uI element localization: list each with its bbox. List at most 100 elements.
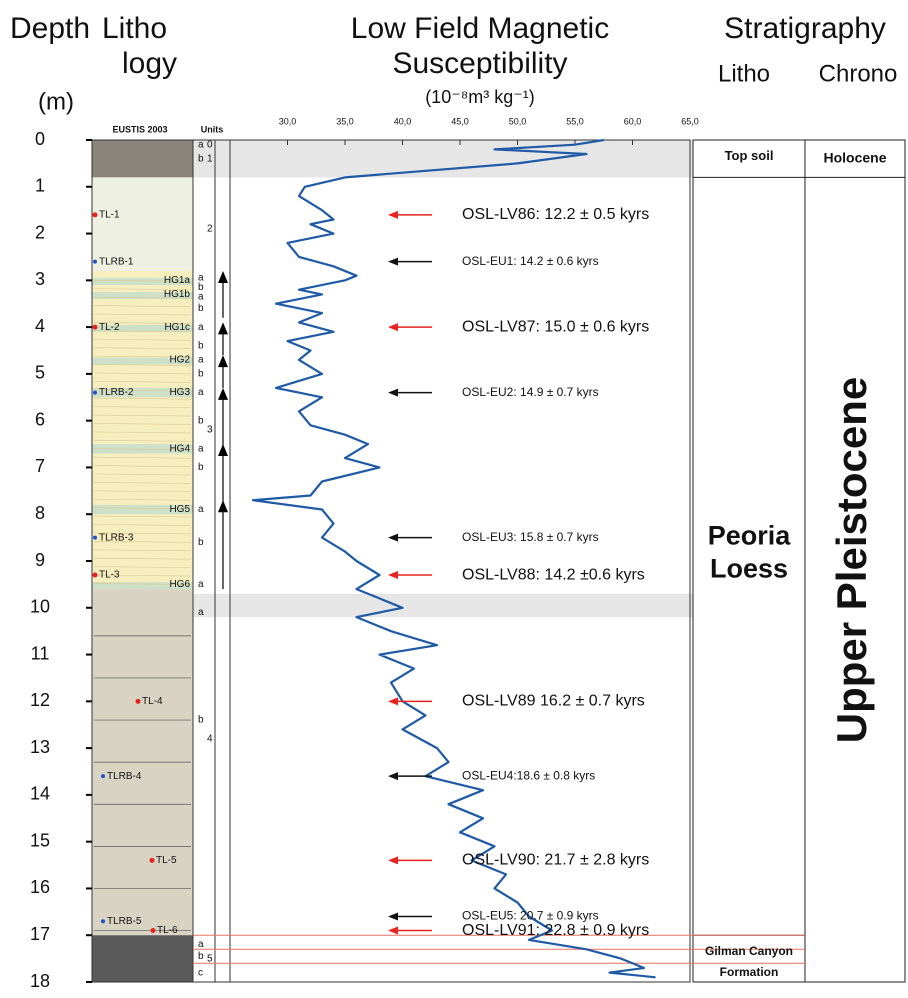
unit-number: 0	[207, 139, 213, 150]
y-tick-label: 16	[30, 877, 50, 897]
arrowhead	[218, 444, 228, 457]
y-tick-label: 13	[30, 737, 50, 757]
sample-label: TLRB-4	[107, 771, 142, 782]
annotation-label: OSL-EU3: 15.8 ± 0.7 kyrs	[462, 530, 599, 544]
subunit-label: a	[198, 273, 204, 284]
horizon-label: HG2	[169, 354, 190, 365]
arrowhead	[388, 388, 398, 397]
x-tick-label: 40,0	[394, 116, 412, 126]
strat-label: Gilman Canyon	[705, 944, 793, 958]
strat-label: Top soil	[725, 148, 774, 163]
paleosol-band	[92, 324, 193, 332]
lamina	[93, 338, 192, 341]
subunit-label: a	[198, 939, 204, 950]
arrowhead	[218, 387, 228, 400]
x-tick-label: 35,0	[336, 116, 354, 126]
annotation-label: OSL-LV87: 15.0 ± 0.6 kyrs	[462, 318, 649, 335]
lamina	[93, 330, 192, 333]
paleosol-band	[92, 444, 193, 454]
lamina	[93, 364, 192, 366]
y-tick-label: 15	[30, 830, 50, 850]
arrowhead	[218, 270, 228, 283]
highlight-band	[193, 593, 693, 618]
sample-label: TL-5	[156, 855, 177, 866]
sample-label: TLRB-5	[107, 916, 142, 927]
y-tick-label: 4	[35, 316, 45, 336]
lamina	[93, 583, 192, 585]
subunit-label: b	[198, 415, 204, 426]
paleosol-band	[92, 582, 193, 590]
x-tick-label: 55,0	[566, 116, 584, 126]
lamina	[93, 423, 192, 425]
horizon-label: HG3	[169, 387, 190, 398]
horizon-label: HG1c	[164, 322, 190, 333]
lamina	[93, 280, 192, 282]
sample-dot	[135, 698, 141, 704]
arrowhead	[388, 856, 398, 865]
lamina	[93, 541, 192, 543]
column-label: EUSTIS 2003	[112, 124, 167, 134]
subunit-label: b	[198, 303, 204, 314]
subunit-label: b	[198, 715, 204, 726]
lamina	[93, 347, 192, 349]
strat-label: Holocene	[823, 149, 886, 165]
y-tick-label: 11	[31, 643, 50, 663]
susceptibility-line	[251, 138, 656, 979]
x-tick-label: 45,0	[451, 116, 469, 126]
lamina	[93, 296, 192, 299]
annotation-label: OSL-EU4:18.6 ± 0.8 kyrs	[462, 768, 595, 782]
paleosol-band	[92, 387, 193, 398]
lamina	[93, 524, 192, 526]
lamina	[93, 322, 192, 324]
strat-label: Formation	[720, 965, 779, 979]
subunit-label: a	[198, 387, 204, 398]
lamina	[93, 507, 192, 509]
sample-dot	[101, 774, 105, 779]
paleosol-band	[92, 292, 193, 300]
y-tick-label: 2	[35, 222, 45, 242]
header-depth: Depth	[10, 12, 90, 45]
subunit-label: b	[198, 153, 204, 164]
lamina	[93, 574, 192, 577]
subunit-label: a	[198, 504, 204, 515]
subunit-label: a	[198, 139, 204, 150]
x-axis-unit: (10⁻⁸m³ kg⁻¹)	[425, 87, 535, 107]
subunit-label: c	[198, 967, 203, 978]
chart-title: Low Field Magnetic	[351, 12, 609, 45]
y-tick-label: 12	[30, 690, 50, 710]
sample-dot	[92, 572, 98, 578]
sample-label: TL-2	[99, 322, 120, 333]
litho-layer	[92, 177, 193, 271]
arrowhead	[388, 257, 398, 266]
strat-label: Upper Pleistocene	[828, 377, 875, 743]
arrowhead	[388, 323, 398, 332]
background	[91, 139, 906, 983]
y-tick-label: 9	[35, 550, 45, 570]
header-unit: (m)	[38, 88, 74, 115]
lamina	[93, 557, 192, 560]
lamina	[93, 549, 192, 552]
header-chrono: Chrono	[819, 60, 898, 87]
header-stratigraphy: Stratigraphy	[724, 12, 886, 45]
annotation-label: OSL-LV90: 21.7 ± 2.8 kyrs	[462, 852, 649, 869]
y-tick-label: 10	[30, 597, 50, 617]
subunit-label: b	[198, 340, 204, 351]
header-litho: Litho	[718, 60, 770, 87]
litho-layer	[92, 270, 193, 590]
y-tick-label: 8	[35, 503, 45, 523]
lamina	[93, 440, 192, 442]
y-tick-label: 6	[35, 409, 45, 429]
sample-dot	[92, 212, 98, 218]
annotation-label: OSL-LV89 16.2 ± 0.7 kyrs	[462, 693, 645, 710]
x-tick-label: 60,0	[624, 116, 642, 126]
y-tick-label: 14	[30, 784, 50, 804]
lamina	[93, 473, 192, 476]
arrowhead	[388, 697, 398, 706]
sample-label: TL-4	[142, 696, 163, 707]
lamina	[93, 456, 192, 459]
y-tick-label: 5	[35, 363, 45, 383]
sample-dot	[93, 259, 97, 264]
subunit-label: a	[198, 322, 204, 333]
strat-label: Peoria	[708, 521, 792, 551]
